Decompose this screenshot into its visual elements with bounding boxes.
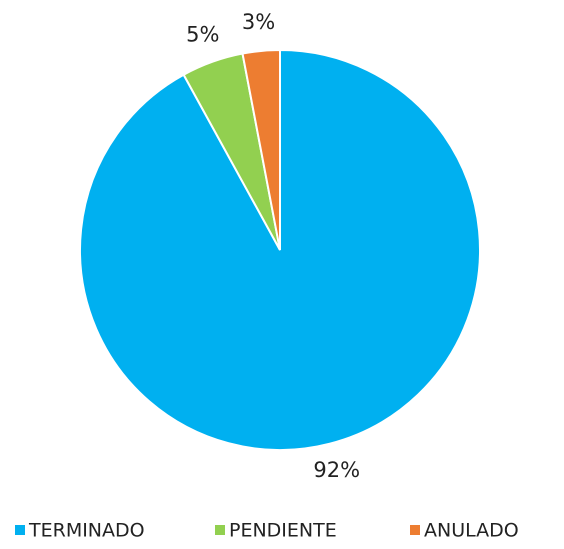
- data-label: 3%: [242, 10, 275, 34]
- legend-label: PENDIENTE: [229, 520, 337, 542]
- pie-slice: [241, 48, 281, 251]
- data-label: 92%: [313, 458, 360, 482]
- legend-marker: [410, 525, 420, 535]
- legend-label: TERMINADO: [28, 520, 145, 542]
- data-label: 5%: [186, 22, 219, 46]
- legend-marker: [15, 525, 25, 535]
- legend-label: ANULADO: [424, 520, 519, 542]
- legend-marker: [215, 525, 225, 535]
